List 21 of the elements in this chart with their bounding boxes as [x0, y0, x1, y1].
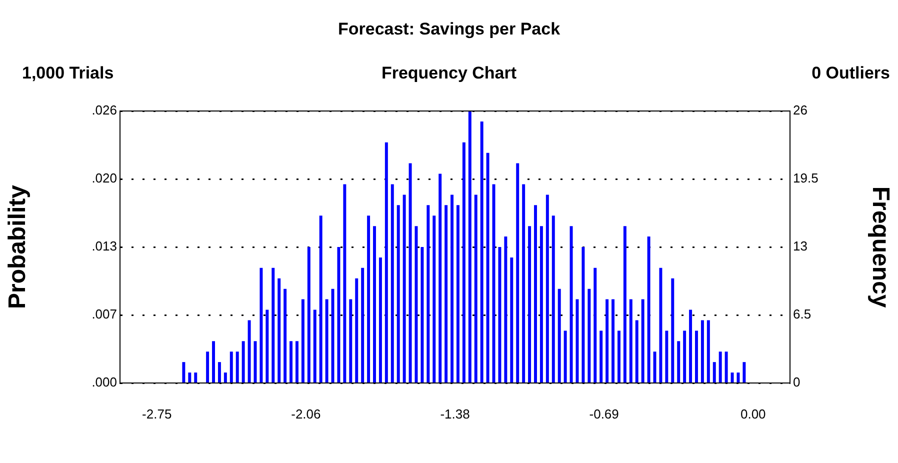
x-tick-label: -0.69	[589, 406, 619, 422]
x-tick-label: -2.75	[142, 406, 172, 422]
y-axis-title: Probability	[4, 184, 32, 310]
y2-tick-label: 6.5	[793, 306, 812, 322]
x-tick-label: -1.38	[440, 406, 470, 422]
x-tick-label: 0.00	[740, 406, 766, 422]
y2-tick-label: 19.5	[793, 170, 818, 186]
y-tick-label: .026	[92, 102, 117, 118]
chart-title: Forecast: Savings per Pack	[338, 20, 561, 39]
y-tick-label: .013	[92, 238, 117, 254]
text: 1,000 Trials	[22, 64, 114, 83]
y-tick-label: .000	[92, 374, 117, 390]
y-tick-label: .007	[92, 306, 117, 322]
text: 0 Outliers	[812, 64, 890, 83]
y2-tick-label: 0	[793, 374, 800, 390]
chart-subtitle: Frequency Chart	[381, 64, 517, 83]
y2-tick-label: 26	[793, 102, 808, 118]
y-tick-label: .020	[92, 170, 117, 186]
y2-tick-label: 13	[793, 238, 808, 254]
x-tick-label: -2.06	[291, 406, 321, 422]
y2-axis-title: Frequency	[866, 186, 894, 308]
